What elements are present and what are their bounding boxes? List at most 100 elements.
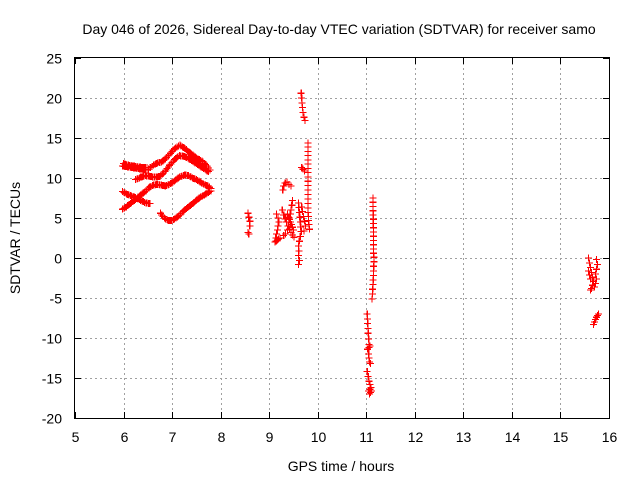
data-point: [290, 233, 298, 241]
y-tick-label: 15: [46, 131, 62, 147]
data-points: [119, 89, 602, 398]
y-axis-label: SDTVAR / TECUs: [7, 182, 23, 294]
data-point: [284, 222, 292, 230]
data-point: [273, 226, 281, 234]
data-point: [585, 254, 593, 262]
data-point: [593, 312, 601, 320]
data-point: [287, 206, 295, 214]
data-point: [301, 116, 309, 124]
data-point: [298, 164, 306, 172]
x-tick-label: 5: [72, 429, 80, 445]
data-point: [146, 200, 154, 208]
data-point: [299, 108, 307, 116]
data-point: [593, 260, 601, 268]
data-point: [274, 214, 282, 222]
data-point: [302, 222, 310, 230]
data-point: [288, 201, 296, 209]
data-point: [280, 211, 288, 219]
data-point: [587, 286, 595, 294]
data-point: [298, 203, 306, 211]
data-point: [300, 227, 308, 235]
data-point: [276, 234, 284, 242]
x-tick-label: 7: [169, 429, 177, 445]
y-tick-label: -5: [50, 291, 63, 307]
data-point: [207, 187, 215, 195]
data-point: [363, 368, 371, 376]
data-point: [368, 387, 376, 395]
data-point: [591, 270, 599, 278]
x-tick-label: 11: [359, 429, 374, 445]
data-point: [367, 360, 375, 368]
data-point: [274, 222, 282, 230]
data-point: [206, 188, 214, 196]
x-tick-label: 8: [218, 429, 226, 445]
data-point: [294, 252, 302, 260]
data-point: [592, 265, 600, 273]
x-tick-label: 9: [266, 429, 274, 445]
data-point: [586, 271, 594, 279]
data-point: [143, 164, 151, 172]
data-point: [301, 217, 309, 225]
data-point: [289, 226, 297, 234]
data-point: [299, 165, 307, 173]
data-point: [282, 230, 290, 238]
data-point: [275, 235, 283, 243]
data-point: [287, 182, 295, 190]
y-tick-label: 5: [54, 211, 62, 227]
y-tick-label: 25: [46, 51, 62, 67]
x-tick-label: 12: [408, 429, 424, 445]
data-point: [244, 228, 252, 236]
data-point: [305, 225, 313, 233]
data-point: [588, 284, 596, 292]
data-point: [365, 377, 373, 385]
plot-frame: [74, 57, 610, 419]
grid-lines: [75, 58, 609, 418]
data-point: [295, 237, 303, 245]
y-tick-label: -20: [42, 411, 62, 427]
data-point: [203, 167, 211, 175]
data-point: [366, 358, 374, 366]
data-point: [296, 232, 304, 240]
data-point: [367, 388, 375, 396]
data-point: [592, 256, 600, 264]
data-point: [368, 295, 376, 303]
x-tick-label: 15: [553, 429, 569, 445]
data-point: [244, 209, 252, 217]
data-point: [297, 228, 305, 236]
y-tick-label: 0: [54, 251, 62, 267]
data-point: [288, 196, 296, 204]
data-point: [299, 208, 307, 216]
data-point: [585, 267, 593, 275]
data-point: [365, 344, 373, 352]
data-point: [294, 260, 302, 268]
data-point: [205, 168, 212, 176]
data-point: [591, 280, 599, 288]
x-axis-label: GPS time / hours: [288, 458, 395, 474]
data-point: [590, 283, 598, 291]
x-tick-label: 16: [602, 429, 618, 445]
data-point: [280, 182, 288, 190]
data-point: [594, 310, 602, 318]
data-point: [364, 345, 372, 353]
data-point: [245, 213, 253, 221]
y-tick-label: -10: [42, 331, 62, 347]
data-point: [586, 259, 594, 267]
y-tick-label: -15: [42, 371, 62, 387]
data-point: [273, 230, 281, 238]
data-point: [246, 222, 254, 230]
data-point: [364, 372, 372, 380]
x-tick-label: 14: [505, 429, 521, 445]
y-tick-label: 20: [46, 91, 62, 107]
data-point: [295, 256, 303, 264]
x-tick-label: 10: [311, 429, 327, 445]
data-point: [245, 230, 253, 238]
data-point: [300, 113, 308, 121]
x-tick-label: 13: [456, 429, 472, 445]
data-point: [587, 275, 595, 283]
data-point: [272, 210, 280, 218]
axis-ticks: 5 6 7 8 9 10 11 12 13 14 15 16 -20 -15 -10 -5 0 5 10 15 20 25: [42, 51, 618, 446]
data-point: [278, 206, 286, 214]
data-point: [279, 186, 287, 194]
y-tick-label: 10: [46, 171, 62, 187]
